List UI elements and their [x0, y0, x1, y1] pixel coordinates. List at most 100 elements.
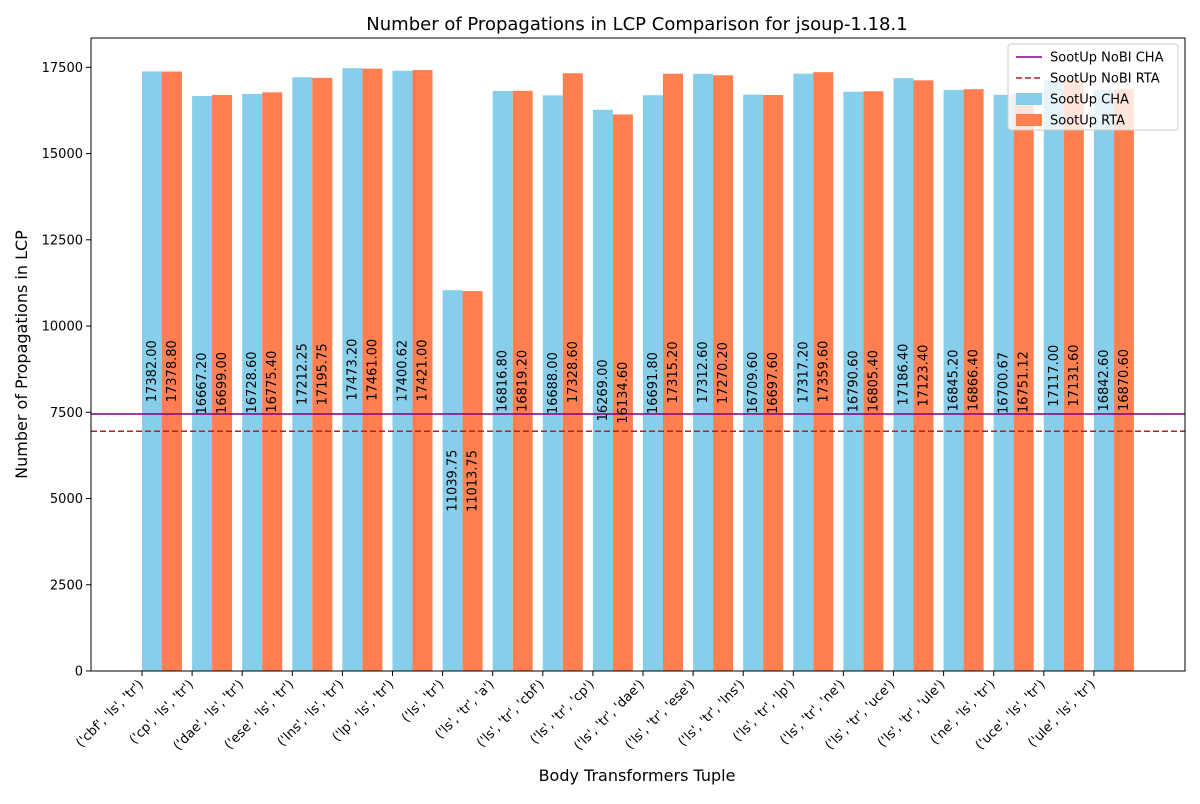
bar-value-label-rta-1: 16699.00	[215, 352, 230, 414]
x-axis-label: Body Transformers Tuple	[539, 766, 736, 785]
bar-cha-6	[442, 290, 463, 671]
legend-swatch-cha	[1016, 93, 1042, 105]
bar-value-label-cha-19: 16842.60	[1097, 349, 1112, 411]
bar-value-label-rta-15: 17123.40	[917, 345, 932, 407]
bar-value-label-cha-0: 17382.00	[145, 340, 160, 402]
legend-box	[1007, 43, 1179, 131]
bar-value-label-cha-11: 17312.60	[696, 341, 711, 403]
bar-cha-18	[1043, 80, 1064, 672]
bar-value-label-rta-7: 16819.20	[516, 350, 531, 412]
bar-rta-10	[663, 73, 683, 672]
bar-rta-19	[1113, 89, 1134, 671]
bar-value-label-rta-17: 16751.12	[1017, 351, 1032, 413]
bar-cha-3	[292, 77, 313, 671]
bar-cha-13	[793, 73, 814, 671]
bar-rta-17	[1013, 93, 1034, 671]
bar-value-label-cha-6: 11039.75	[446, 450, 461, 512]
bar-value-label-rta-11: 17270.20	[716, 342, 731, 404]
bar-rta-1	[212, 94, 233, 671]
bar-value-label-rta-6: 11013.75	[466, 450, 481, 512]
y-axis-label: Number of Propagations in LCP	[12, 230, 31, 479]
bar-cha-2	[242, 93, 263, 672]
legend-label-nobi-cha: SootUp NoBI CHA	[1050, 51, 1164, 66]
bar-value-label-cha-3: 17212.25	[295, 343, 310, 405]
bar-value-label-rta-8: 17328.60	[566, 341, 581, 403]
bar-value-label-cha-15: 17186.40	[897, 344, 912, 406]
y-tick-label-6: 15000	[42, 147, 83, 162]
y-tick-label-7: 17500	[42, 61, 83, 76]
bar-value-label-cha-2: 16728.60	[245, 351, 260, 413]
x-tick-label-6: ('ls', 'tr')	[399, 677, 447, 725]
bar-value-label-cha-8: 16688.00	[546, 352, 561, 414]
bar-rta-7	[512, 90, 533, 672]
plot-area: 17382.00 16667.20 16728.60 17212.25 17473.20…	[42, 37, 1186, 754]
bar-rta-0	[162, 71, 182, 671]
y-tick-label-3: 7500	[50, 406, 83, 421]
bar-cha-8	[542, 95, 563, 671]
bar-value-label-rta-2: 16775.40	[265, 351, 280, 413]
bar-rta-13	[813, 72, 834, 672]
bar-value-label-rta-14: 16805.40	[866, 350, 881, 412]
bar-cha-14	[843, 91, 864, 672]
bar-value-label-rta-10: 17315.20	[666, 341, 681, 403]
bar-cha-1	[192, 96, 213, 671]
bar-rta-5	[412, 70, 433, 672]
bar-value-label-cha-7: 16816.80	[496, 350, 511, 412]
bar-value-label-rta-12: 16697.60	[766, 352, 781, 414]
bar-cha-11	[693, 73, 714, 671]
y-tick-label-5: 12500	[42, 233, 83, 248]
bar-value-label-rta-16: 16866.40	[967, 349, 982, 411]
bar-value-label-rta-0: 17378.80	[165, 340, 180, 402]
chart-title: Number of Propagations in LCP Comparison…	[366, 14, 907, 35]
bar-cha-16	[943, 89, 964, 672]
bar-rta-2	[262, 92, 283, 671]
bar-value-label-cha-18: 17117.00	[1047, 345, 1062, 407]
bar-rta-6	[462, 291, 483, 671]
bar-value-label-cha-12: 16709.60	[746, 352, 761, 414]
bar-cha-9	[592, 109, 613, 671]
bar-rta-14	[863, 91, 884, 671]
bar-rta-4	[362, 68, 383, 671]
bar-cha-0	[142, 71, 162, 672]
y-tick-label-4: 10000	[42, 320, 83, 335]
y-tick-label-0: 0	[75, 665, 83, 680]
bar-value-label-rta-4: 17461.00	[365, 339, 380, 401]
bar-cha-10	[643, 95, 663, 672]
bar-cha-5	[392, 70, 413, 671]
bar-rta-11	[713, 75, 734, 672]
bar-value-label-cha-14: 16790.60	[846, 350, 861, 412]
bar-rta-16	[963, 89, 984, 671]
bar-rta-15	[913, 80, 934, 671]
bar-value-label-cha-4: 17473.20	[345, 339, 360, 401]
bar-value-label-cha-17: 16700.67	[997, 352, 1012, 414]
bar-value-label-cha-16: 16845.20	[947, 349, 962, 411]
bar-rta-18	[1063, 80, 1084, 671]
bar-rta-8	[562, 73, 583, 671]
legend-swatch-rta	[1016, 114, 1042, 126]
bar-value-label-cha-1: 16667.20	[195, 353, 210, 415]
bar-value-label-cha-13: 17317.20	[796, 341, 811, 403]
bar-cha-7	[492, 90, 513, 671]
bar-value-label-rta-19: 16870.60	[1117, 349, 1132, 411]
bar-value-label-cha-5: 17400.62	[396, 340, 411, 402]
bar-value-label-cha-9: 16269.00	[596, 359, 611, 421]
y-tick-label-2: 5000	[50, 492, 83, 507]
bar-value-label-rta-9: 16134.60	[616, 362, 631, 424]
bar-value-label-rta-18: 17131.60	[1067, 344, 1082, 406]
bar-rta-12	[763, 95, 784, 672]
bar-value-label-rta-13: 17359.60	[816, 341, 831, 403]
legend-label-rta: SootUp RTA	[1050, 114, 1125, 129]
bar-value-label-rta-3: 17195.75	[315, 343, 330, 405]
bar-cha-15	[893, 78, 914, 671]
bar-cha-17	[993, 94, 1014, 671]
plot-frame	[90, 37, 1186, 672]
bar-value-label-cha-10: 16691.80	[646, 352, 661, 414]
bar-cha-12	[743, 94, 764, 671]
y-tick-label-1: 2500	[50, 578, 83, 593]
bar-rta-9	[612, 114, 633, 672]
bar-cha-19	[1093, 89, 1114, 671]
legend: SootUp NoBI CHA SootUp NoBI RTA SootUp CHA…	[1007, 43, 1179, 131]
bar-cha-4	[342, 68, 363, 671]
